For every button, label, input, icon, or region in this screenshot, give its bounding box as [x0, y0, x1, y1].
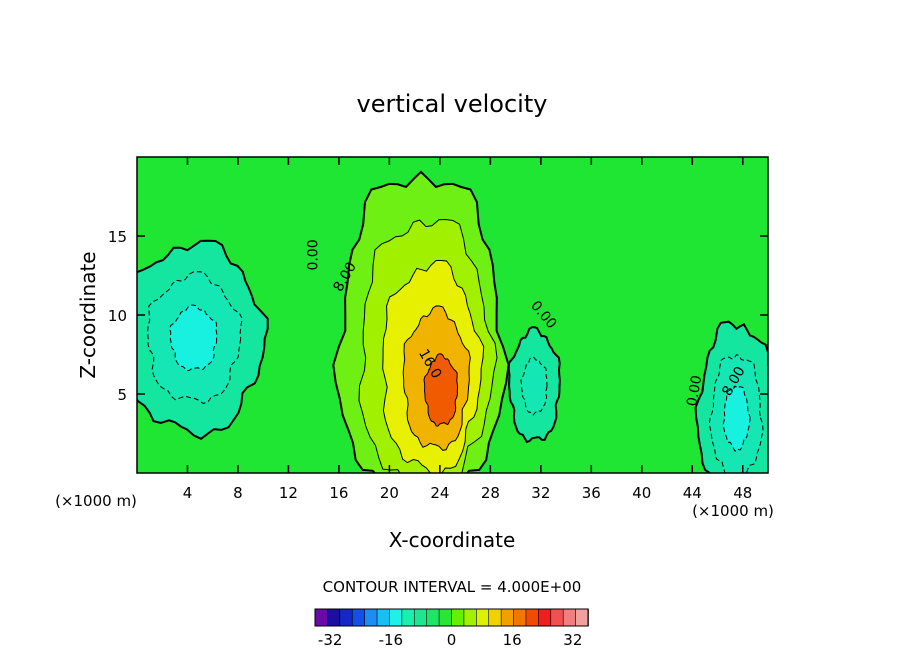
colorbar-swatch-10	[438, 608, 453, 627]
colorbar-swatch-13	[476, 608, 490, 627]
colorbar-swatch-19	[550, 608, 564, 627]
x-tick-label-36: 36	[582, 484, 601, 502]
contour-fill-updraft-20	[424, 353, 458, 427]
x-tick-label-44: 44	[683, 484, 702, 502]
colorbar-swatch-6	[389, 608, 403, 627]
contour-line-downdraft-left--4	[147, 271, 243, 404]
colorbar-swatch-11	[451, 608, 465, 627]
contour-label-4: 0.00	[684, 374, 705, 407]
contour-line-downdraft-right--4	[708, 354, 764, 473]
contour-line-updraft-12	[402, 305, 471, 451]
contour-fill-downdraft-right--12	[723, 386, 751, 452]
colorbar-tick-label-3: 16	[503, 631, 522, 649]
x-axis: 4 8 12 16 20 24 28 32 36 40 44 48	[183, 157, 752, 502]
colorbar-swatch-2	[339, 608, 354, 627]
x-tick-label-32: 32	[531, 484, 550, 502]
colorbar-swatch-8	[413, 608, 428, 627]
colorbar-swatch-12	[463, 608, 478, 627]
x-tick-label-24: 24	[430, 484, 449, 502]
contour-interval-text: CONTOUR INTERVAL = 4.000E+00	[323, 578, 582, 596]
colorbar-swatch-18	[538, 608, 552, 627]
colorbar: -32 -16 0 16 32	[314, 608, 589, 649]
colorbar-swatch-16	[513, 608, 527, 627]
y-tick-label-10: 10	[108, 307, 127, 325]
colorbar-swatch-9	[426, 608, 440, 627]
x-tick-label-28: 28	[481, 484, 500, 502]
colorbar-swatch-21	[575, 608, 589, 627]
x-unit-right: (×1000 m)	[692, 502, 774, 520]
contour-lines	[137, 170, 768, 473]
colorbar-swatch-15	[500, 608, 515, 627]
y-tick-label-5: 5	[117, 386, 127, 404]
contour-line-downdraft-right-0	[694, 320, 768, 473]
x-tick-label-4: 4	[183, 484, 193, 502]
chart-title: vertical velocity	[357, 90, 548, 118]
contour-fills	[137, 171, 768, 473]
y-axis: 5 10 15	[108, 228, 768, 404]
x-tick-label-20: 20	[380, 484, 399, 502]
y-axis-label: Z-coordinate	[76, 251, 100, 378]
x-tick-label-40: 40	[632, 484, 651, 502]
x-tick-label-16: 16	[329, 484, 348, 502]
colorbar-frame	[314, 608, 589, 627]
colorbar-tick-label-4: 32	[563, 631, 582, 649]
colorbar-tick-label-0: -32	[318, 631, 343, 649]
contour-line-downdraft-center-0	[507, 326, 561, 444]
contour-line-updraft-0	[332, 170, 510, 473]
contour-line-downdraft-left-0	[137, 239, 269, 440]
colorbar-swatch-1	[327, 608, 341, 627]
contour-line-updraft-4	[358, 218, 498, 473]
colorbar-swatch-14	[488, 608, 502, 627]
contour-line-updraft-16	[423, 353, 459, 427]
colorbar-swatch-4	[364, 608, 378, 627]
colorbar-tick-label-2: 0	[447, 631, 457, 649]
colorbar-swatch-3	[351, 608, 366, 627]
y-tick-label-15: 15	[108, 228, 127, 246]
colorbar-swatch-17	[525, 608, 540, 627]
colorbar-swatch-5	[376, 608, 391, 627]
colorbar-tick-label-1: -16	[379, 631, 404, 649]
contour-line-downdraft-left--8	[169, 304, 218, 372]
colorbar-swatch-0	[314, 608, 329, 627]
contour-line-updraft-8	[382, 260, 485, 473]
x-unit-left: (×1000 m)	[55, 492, 137, 510]
contour-fill-downdraft-center--8	[521, 357, 547, 415]
colorbar-swatch-7	[401, 608, 416, 627]
x-tick-label-12: 12	[279, 484, 298, 502]
x-tick-label-8: 8	[233, 484, 243, 502]
colorbar-swatch-20	[562, 608, 577, 627]
x-axis-label: X-coordinate	[389, 528, 516, 552]
x-tick-label-48: 48	[733, 484, 752, 502]
contour-line-downdraft-center--4	[520, 356, 548, 416]
contour-label-0: 0.00	[306, 239, 322, 270]
contour-fill-downdraft-left--12	[169, 305, 217, 371]
